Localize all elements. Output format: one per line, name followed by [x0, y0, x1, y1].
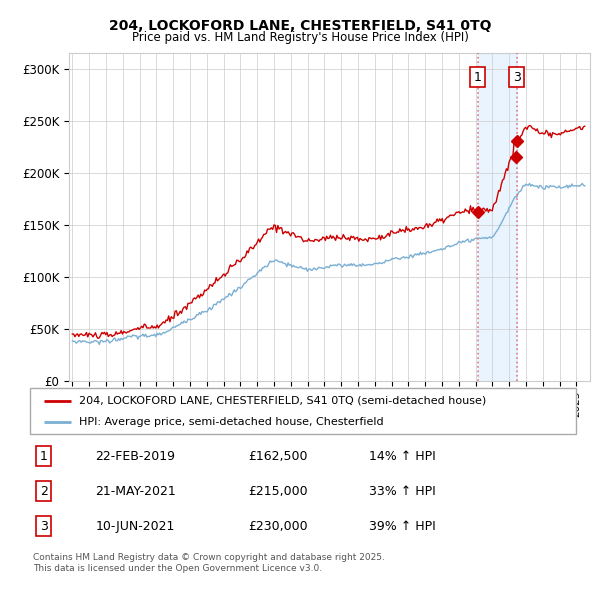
- Text: Price paid vs. HM Land Registry's House Price Index (HPI): Price paid vs. HM Land Registry's House …: [131, 31, 469, 44]
- Text: 3: 3: [512, 71, 520, 84]
- Text: 10-JUN-2021: 10-JUN-2021: [95, 520, 175, 533]
- Text: 1: 1: [474, 71, 482, 84]
- Text: Contains HM Land Registry data © Crown copyright and database right 2025.: Contains HM Land Registry data © Crown c…: [33, 553, 385, 562]
- Text: 204, LOCKOFORD LANE, CHESTERFIELD, S41 0TQ (semi-detached house): 204, LOCKOFORD LANE, CHESTERFIELD, S41 0…: [79, 395, 487, 405]
- Text: HPI: Average price, semi-detached house, Chesterfield: HPI: Average price, semi-detached house,…: [79, 417, 384, 427]
- Text: £215,000: £215,000: [248, 484, 308, 498]
- FancyBboxPatch shape: [30, 388, 576, 434]
- Text: 39% ↑ HPI: 39% ↑ HPI: [368, 520, 435, 533]
- Text: 2: 2: [40, 484, 47, 498]
- Text: 1: 1: [40, 450, 47, 463]
- Text: 22-FEB-2019: 22-FEB-2019: [95, 450, 176, 463]
- Text: £162,500: £162,500: [248, 450, 308, 463]
- Text: 21-MAY-2021: 21-MAY-2021: [95, 484, 176, 498]
- Text: 14% ↑ HPI: 14% ↑ HPI: [368, 450, 435, 463]
- Text: 33% ↑ HPI: 33% ↑ HPI: [368, 484, 435, 498]
- Text: This data is licensed under the Open Government Licence v3.0.: This data is licensed under the Open Gov…: [33, 564, 322, 573]
- Text: 204, LOCKOFORD LANE, CHESTERFIELD, S41 0TQ: 204, LOCKOFORD LANE, CHESTERFIELD, S41 0…: [109, 19, 491, 33]
- Text: £230,000: £230,000: [248, 520, 308, 533]
- Bar: [478, 53, 517, 381]
- Text: 3: 3: [40, 520, 47, 533]
